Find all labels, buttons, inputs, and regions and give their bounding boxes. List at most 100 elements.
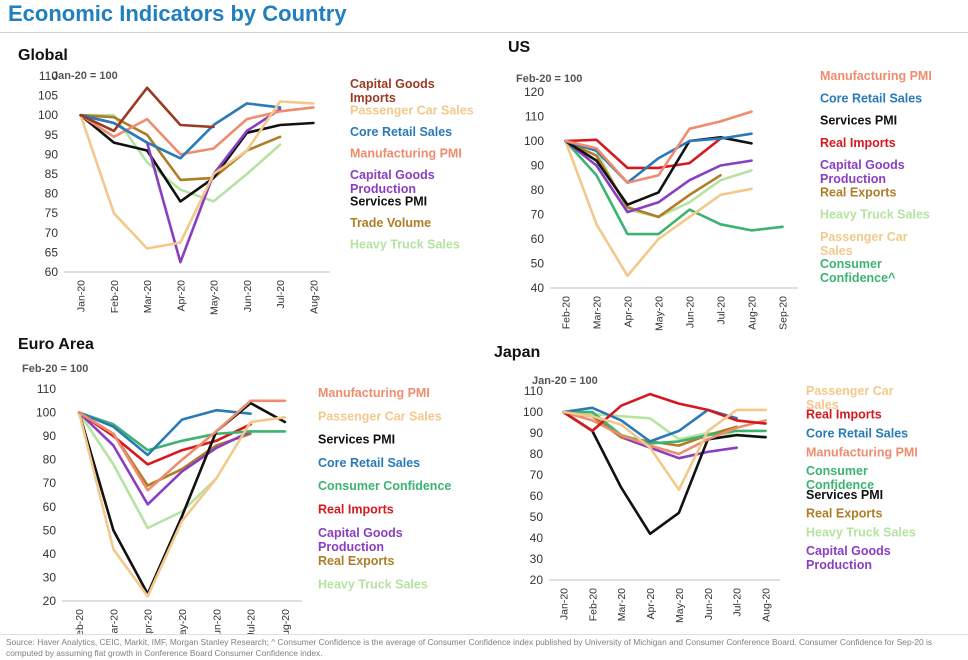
- y-tick-label: 100: [36, 406, 56, 420]
- x-tick-label: Feb-20: [561, 296, 573, 329]
- y-tick-label: 110: [524, 384, 543, 398]
- series-line-services-pmi: [562, 410, 767, 536]
- y-tick-label: 100: [38, 108, 58, 122]
- legend-item-heavy-truck-sales: Heavy Truck Sales: [806, 525, 916, 539]
- chart-japan: Japan Jan-20 = 100 20 30 40 50 60 70 80 90 100 110 J…: [494, 344, 918, 623]
- source-divider: [0, 634, 968, 635]
- series-line-passenger-car-sales: [564, 139, 753, 278]
- legend-item-heavy-truck-sales: Heavy Truck Sales: [350, 237, 460, 251]
- legend-item-capital-goods-production: Capital Goods Production: [820, 158, 905, 186]
- series-line-manufacturing-pmi: [562, 410, 767, 456]
- x-tick-label: Apr-20: [645, 588, 657, 620]
- legend-item-real-imports: Real Imports: [318, 503, 394, 517]
- x-tick-label: May-20: [654, 296, 666, 331]
- charts-canvas: Global Jan-20 = 100 60 65 70 75 80 85 90 95 100 105…: [18, 39, 932, 634]
- x-tick-label: Jun-20: [211, 609, 223, 634]
- y-tick-label: 110: [525, 110, 544, 124]
- legend-item-trade-volume: Trade Volume: [350, 216, 431, 230]
- y-tick-label: 50: [530, 510, 544, 524]
- series-line-capital-goods-production: [77, 411, 252, 506]
- series-line-manufacturing-pmi: [77, 399, 287, 492]
- legend-item-consumer-confidence: Consumer Confidence: [318, 479, 451, 493]
- legend-item-real-exports: Real Exports: [806, 507, 882, 521]
- series-line-passenger-car-sales: [562, 408, 767, 491]
- y-tick-label: 95: [45, 128, 59, 142]
- x-tick-label: May-20: [209, 280, 221, 315]
- y-tick-label: 110: [39, 69, 58, 83]
- series-line-real-imports: [562, 392, 767, 433]
- chart-us: US Feb-20 = 100 40 50 60 70 80 90 100 110 120 Feb-2…: [508, 39, 932, 331]
- chart-subtitle: Feb-20 = 100: [22, 363, 88, 375]
- series-line-capital-goods-production: [564, 139, 753, 214]
- series-line-manufacturing-pmi: [564, 110, 753, 184]
- y-tick-label: 30: [530, 552, 544, 566]
- y-tick-label: 70: [43, 476, 57, 490]
- x-tick-label: Apr-20: [623, 296, 635, 328]
- series-line-capital-goods-imports: [81, 88, 281, 131]
- x-tick-label: Jan-20: [558, 588, 570, 620]
- legend-item-core-retail-sales: Core Retail Sales: [820, 91, 922, 105]
- y-tick-label: 30: [43, 570, 57, 584]
- y-tick-label: 70: [530, 468, 544, 482]
- y-tick-label: 60: [43, 500, 57, 514]
- y-tick-label: 75: [45, 206, 59, 220]
- x-tick-label: May-20: [177, 609, 189, 634]
- title-divider: [0, 32, 968, 33]
- legend-item-passenger-car-sales: Passenger Car Sales: [318, 409, 442, 423]
- legend-item-passenger-car-sales: Passenger Car Sales: [820, 230, 908, 258]
- y-tick-label: 70: [531, 208, 545, 222]
- y-tick-label: 100: [523, 405, 543, 419]
- x-tick-label: Jan-20: [76, 280, 88, 312]
- legend-item-consumer-confidence: Consumer Confidence^: [820, 257, 896, 285]
- series-line-core-retail-sales: [79, 102, 282, 160]
- y-tick-label: 40: [43, 547, 57, 561]
- x-tick-label: Aug-20: [747, 296, 759, 330]
- series-line-consumer-confidence: [562, 410, 767, 445]
- legend-item-manufacturing-pmi: Manufacturing PMI: [350, 146, 462, 160]
- series-line-heavy-truck-sales: [79, 113, 282, 203]
- y-tick-label: 80: [531, 183, 545, 197]
- y-tick-label: 85: [45, 167, 59, 181]
- y-tick-label: 80: [530, 447, 544, 461]
- series-line-consumer-confidence: [77, 411, 287, 452]
- y-tick-label: 60: [531, 232, 545, 246]
- x-tick-label: Aug-20: [280, 609, 292, 634]
- series-line-passenger-car-sales: [77, 411, 287, 598]
- legend-item-real-exports: Real Exports: [820, 185, 896, 199]
- x-tick-label: Mar-20: [108, 609, 120, 634]
- x-tick-label: Jul-20: [246, 609, 258, 634]
- x-tick-label: Jun-20: [242, 280, 254, 312]
- y-tick-label: 105: [38, 89, 58, 103]
- y-tick-label: 65: [45, 245, 59, 259]
- y-tick-label: 120: [524, 85, 544, 99]
- chart-title: Japan: [494, 344, 540, 361]
- x-tick-label: Mar-20: [616, 588, 628, 621]
- legend-item-consumer-confidence: Consumer Confidence: [806, 464, 874, 492]
- chart-subtitle: Feb-20 = 100: [516, 73, 582, 85]
- x-tick-label: Feb-20: [587, 588, 599, 621]
- x-tick-label: Aug-20: [761, 588, 773, 622]
- legend-item-heavy-truck-sales: Heavy Truck Sales: [820, 208, 930, 222]
- chart-title: Global: [18, 47, 68, 64]
- series-line-core-retail-sales: [564, 132, 753, 184]
- series-line-real-exports: [564, 139, 722, 219]
- legend-item-real-exports: Real Exports: [318, 554, 394, 568]
- x-tick-label: Jul-20: [275, 280, 287, 309]
- source-note: Source: Haver Analytics, CEIC, Markit, I…: [6, 637, 933, 658]
- y-tick-label: 90: [43, 429, 57, 443]
- y-tick-label: 100: [524, 134, 544, 148]
- legend-item-real-imports: Real Imports: [806, 408, 882, 422]
- legend-item-services-pmi: Services PMI: [350, 194, 427, 208]
- x-tick-label: Jul-20: [732, 588, 744, 617]
- y-tick-label: 90: [530, 426, 544, 440]
- series-line-core-retail-sales: [77, 408, 252, 457]
- series-line-heavy-truck-sales: [564, 139, 753, 219]
- x-tick-label: May-20: [674, 588, 686, 623]
- x-tick-label: Mar-20: [142, 280, 154, 313]
- series-line-consumer-confidence: [564, 139, 784, 236]
- legend-item-real-imports: Real Imports: [820, 136, 896, 150]
- chart-subtitle: Jan-20 = 100: [532, 375, 598, 387]
- series-line-heavy-truck-sales: [77, 411, 218, 530]
- y-tick-label: 80: [43, 453, 57, 467]
- x-tick-label: Jul-20: [716, 296, 728, 325]
